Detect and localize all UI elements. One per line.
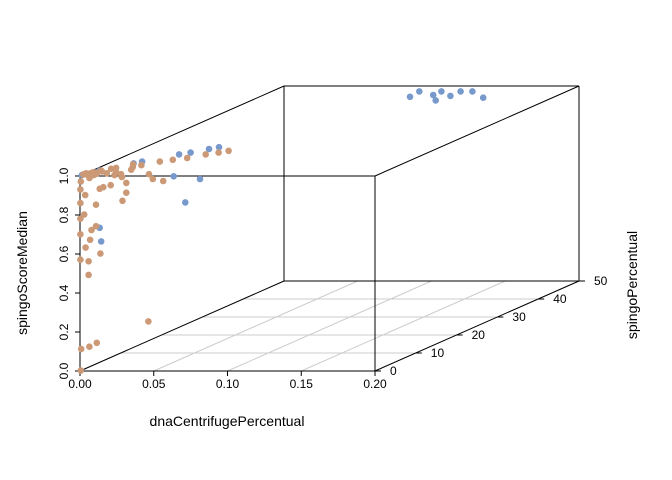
data-point-tan <box>77 367 85 374</box>
data-point-tan <box>127 166 135 173</box>
data-point-tan <box>92 222 100 230</box>
data-point-tan <box>202 151 209 158</box>
data-point-tan <box>77 231 84 238</box>
data-point-tan <box>123 179 130 187</box>
data-point-tan <box>145 318 152 325</box>
data-point-tan <box>215 149 222 156</box>
data-point-tan <box>81 191 89 199</box>
box-edge <box>79 280 285 372</box>
data-point-tan <box>93 339 101 347</box>
y-tick-label: 20 <box>472 328 486 342</box>
data-point-tan <box>145 170 153 178</box>
data-point-blue <box>416 88 423 95</box>
data-point-tan <box>77 215 84 222</box>
data-point-tan <box>85 258 92 265</box>
data-point-blue <box>97 238 105 245</box>
z-tick-label: 0.6 <box>57 245 71 262</box>
y-tick-label: 30 <box>512 310 526 324</box>
x-tick-label: 0.20 <box>363 377 387 391</box>
data-point-blue <box>205 145 213 153</box>
data-point-tan <box>86 236 94 244</box>
box-edge <box>374 85 580 177</box>
z-tick-label: 0.8 <box>57 206 71 223</box>
data-point-blue <box>469 88 476 95</box>
data-point-tan <box>86 170 94 178</box>
data-point-tan <box>107 181 114 189</box>
data-point-tan <box>97 250 104 257</box>
data-point-tan <box>82 244 89 251</box>
data-point-tan <box>77 186 84 193</box>
data-point-tan <box>85 271 92 279</box>
x-axis-label: dnaCentrifugePercentual <box>150 413 305 429</box>
data-point-blue <box>182 199 189 206</box>
data-point-tan <box>80 211 88 218</box>
data-point-blue <box>196 175 204 183</box>
x-tick-label: 0.05 <box>142 377 166 391</box>
y-axis-label: spingoPercentual <box>624 231 640 339</box>
data-point-tan <box>225 147 232 155</box>
tick-labels: 0.00 0.05 0.10 0.15 0.200 10 20 30 40 50 0.0 0.2 0.4… <box>57 167 607 391</box>
y-tick-label: 40 <box>553 292 567 306</box>
data-point-blue <box>447 92 454 100</box>
data-point-tan <box>77 345 85 353</box>
x-tick-label: 0.15 <box>290 377 314 391</box>
data-point-tan <box>119 197 126 205</box>
data-point-tan <box>183 154 191 162</box>
box-edge <box>374 280 580 372</box>
data-point-tan <box>138 161 145 169</box>
x-tick-label: 0.10 <box>216 377 240 391</box>
data-point-tan <box>77 178 85 185</box>
data-point-tan <box>88 226 95 234</box>
data-point-tan <box>103 170 111 177</box>
y-tick-label: 0 <box>390 364 397 378</box>
data-point-tan <box>77 256 84 264</box>
grid-line-x <box>301 280 506 372</box>
floor-grid <box>79 280 580 372</box>
data-point-tan <box>117 170 125 178</box>
z-axis-label: spingoScoreMedian <box>14 211 30 335</box>
data-point-blue <box>215 143 223 151</box>
y-tick-label: 50 <box>594 274 608 288</box>
data-point-tan <box>93 170 100 178</box>
grid-line-x <box>153 280 358 372</box>
data-point-tan <box>100 183 107 191</box>
axis-ticks <box>75 175 585 376</box>
data-point-tan <box>92 201 100 208</box>
data-point-tan <box>159 177 167 185</box>
data-point-tan <box>77 199 84 207</box>
data-point-blue <box>438 88 445 95</box>
data-point-blue <box>479 94 487 101</box>
z-tick-label: 0.4 <box>57 284 71 301</box>
data-point-tan <box>80 171 87 178</box>
data-point-tan <box>123 189 130 196</box>
x-tick-label: 0.00 <box>68 377 92 391</box>
data-point-blue <box>457 88 464 95</box>
z-tick-label: 0.0 <box>57 362 71 379</box>
box-frame <box>79 85 580 372</box>
data-point-tan <box>86 343 93 351</box>
data-point-blue <box>429 91 437 99</box>
data-points <box>77 88 487 374</box>
z-tick-label: 0.2 <box>57 323 71 340</box>
y-tick-label: 10 <box>431 346 445 360</box>
data-point-blue <box>406 93 414 101</box>
data-point-tan <box>149 175 157 183</box>
box-edge <box>79 85 285 177</box>
data-point-tan <box>169 156 177 164</box>
data-point-blue <box>170 173 177 180</box>
grid-line-x <box>227 280 432 372</box>
z-tick-label: 1.0 <box>57 167 71 184</box>
data-point-blue <box>175 151 183 158</box>
data-point-tan <box>156 158 164 165</box>
data-point-blue <box>187 149 194 156</box>
data-point-blue <box>432 97 440 104</box>
data-point-tan <box>107 165 115 173</box>
